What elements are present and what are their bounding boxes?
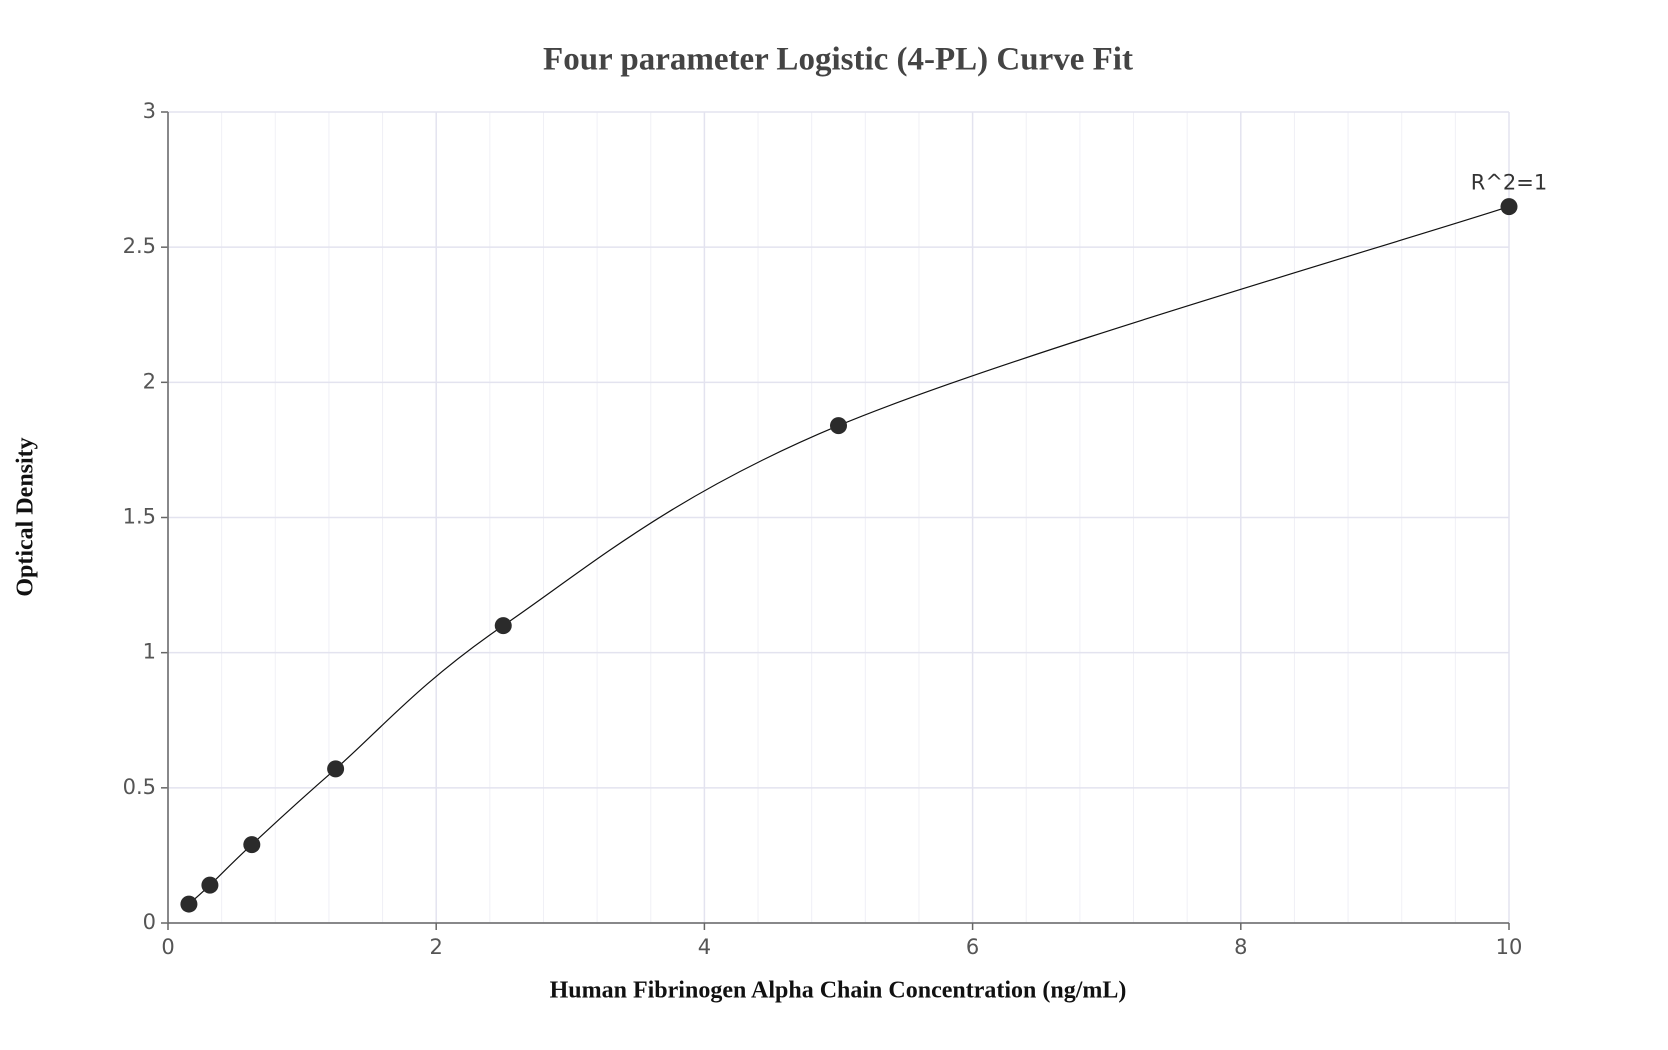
y-tick-label: 0 <box>143 910 156 934</box>
y-tick-label: 1.5 <box>123 505 156 529</box>
data-point <box>243 836 261 854</box>
x-tick-label: 2 <box>430 935 443 959</box>
y-tick-label: 2.5 <box>123 234 156 258</box>
y-tick-label: 0.5 <box>123 775 156 799</box>
y-axis-label: Optical Density <box>13 437 39 596</box>
x-tick-label: 10 <box>1496 935 1523 959</box>
x-tick-label: 8 <box>1234 935 1247 959</box>
x-tick-label: 6 <box>966 935 979 959</box>
data-point <box>1500 198 1518 216</box>
data-point <box>494 617 512 635</box>
x-tick-label: 0 <box>161 935 174 959</box>
chart-title: Four parameter Logistic (4-PL) Curve Fit <box>543 42 1133 78</box>
y-tick-label: 3 <box>143 99 156 123</box>
data-point <box>830 417 847 435</box>
data-point <box>180 895 198 913</box>
y-tick-label: 1 <box>143 640 156 664</box>
y-tick-label: 2 <box>143 369 156 393</box>
fit-curve <box>188 206 1510 905</box>
x-axis-label: Human Fibrinogen Alpha Chain Concentrati… <box>550 978 1127 1004</box>
data-point <box>327 760 345 778</box>
x-tick-label: 4 <box>698 935 711 959</box>
annotation: R^2=1 <box>1471 171 1548 195</box>
data-point <box>201 876 219 894</box>
